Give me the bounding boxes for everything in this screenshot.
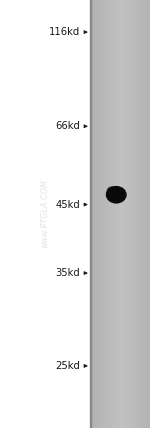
Bar — [147, 0, 148, 428]
Bar — [96, 0, 97, 428]
Bar — [120, 0, 121, 428]
Bar — [116, 0, 117, 428]
Bar — [149, 0, 150, 428]
Bar — [93, 0, 94, 428]
Bar — [124, 0, 125, 428]
Bar — [138, 0, 139, 428]
Bar — [112, 0, 114, 428]
Bar — [99, 0, 100, 428]
Bar — [146, 0, 147, 428]
Bar — [135, 0, 136, 428]
Bar — [102, 0, 103, 428]
Bar — [115, 0, 116, 428]
Bar — [132, 0, 133, 428]
Bar — [103, 0, 104, 428]
Bar — [91, 0, 92, 428]
Bar — [133, 0, 134, 428]
Bar — [110, 0, 111, 428]
Bar — [121, 0, 122, 428]
Bar — [98, 0, 99, 428]
Ellipse shape — [107, 187, 118, 196]
Bar — [129, 0, 130, 428]
Bar — [144, 0, 145, 428]
Bar — [141, 0, 142, 428]
Text: 66kd: 66kd — [55, 121, 80, 131]
Bar — [118, 0, 119, 428]
Bar — [105, 0, 106, 428]
Bar — [125, 0, 126, 428]
Bar — [128, 0, 129, 428]
Ellipse shape — [106, 187, 126, 203]
Bar — [97, 0, 98, 428]
Text: 116kd: 116kd — [49, 27, 80, 37]
Bar — [126, 0, 128, 428]
Bar — [95, 0, 96, 428]
Bar — [127, 0, 128, 428]
Bar — [108, 0, 110, 428]
Bar — [90, 0, 91, 428]
Bar — [106, 0, 108, 428]
Bar — [143, 0, 144, 428]
Text: 35kd: 35kd — [56, 268, 80, 278]
Bar — [117, 0, 118, 428]
Bar — [142, 0, 143, 428]
Bar — [122, 0, 123, 428]
Text: www.PTGLA.COM: www.PTGLA.COM — [40, 180, 50, 248]
Bar — [100, 0, 101, 428]
Bar — [101, 0, 102, 428]
Bar — [148, 0, 149, 428]
Bar — [140, 0, 141, 428]
Bar — [110, 0, 112, 428]
Bar — [94, 0, 95, 428]
Bar — [119, 0, 120, 428]
Bar — [134, 0, 135, 428]
Bar — [107, 0, 109, 428]
Bar — [145, 0, 146, 428]
Bar — [114, 0, 115, 428]
Bar — [137, 0, 138, 428]
Bar — [104, 0, 105, 428]
Text: 25kd: 25kd — [55, 361, 80, 371]
Bar — [136, 0, 137, 428]
Bar — [92, 0, 93, 428]
Bar — [123, 0, 124, 428]
Text: 45kd: 45kd — [56, 199, 80, 210]
Bar — [130, 0, 132, 428]
Bar — [112, 0, 113, 428]
Bar — [139, 0, 140, 428]
